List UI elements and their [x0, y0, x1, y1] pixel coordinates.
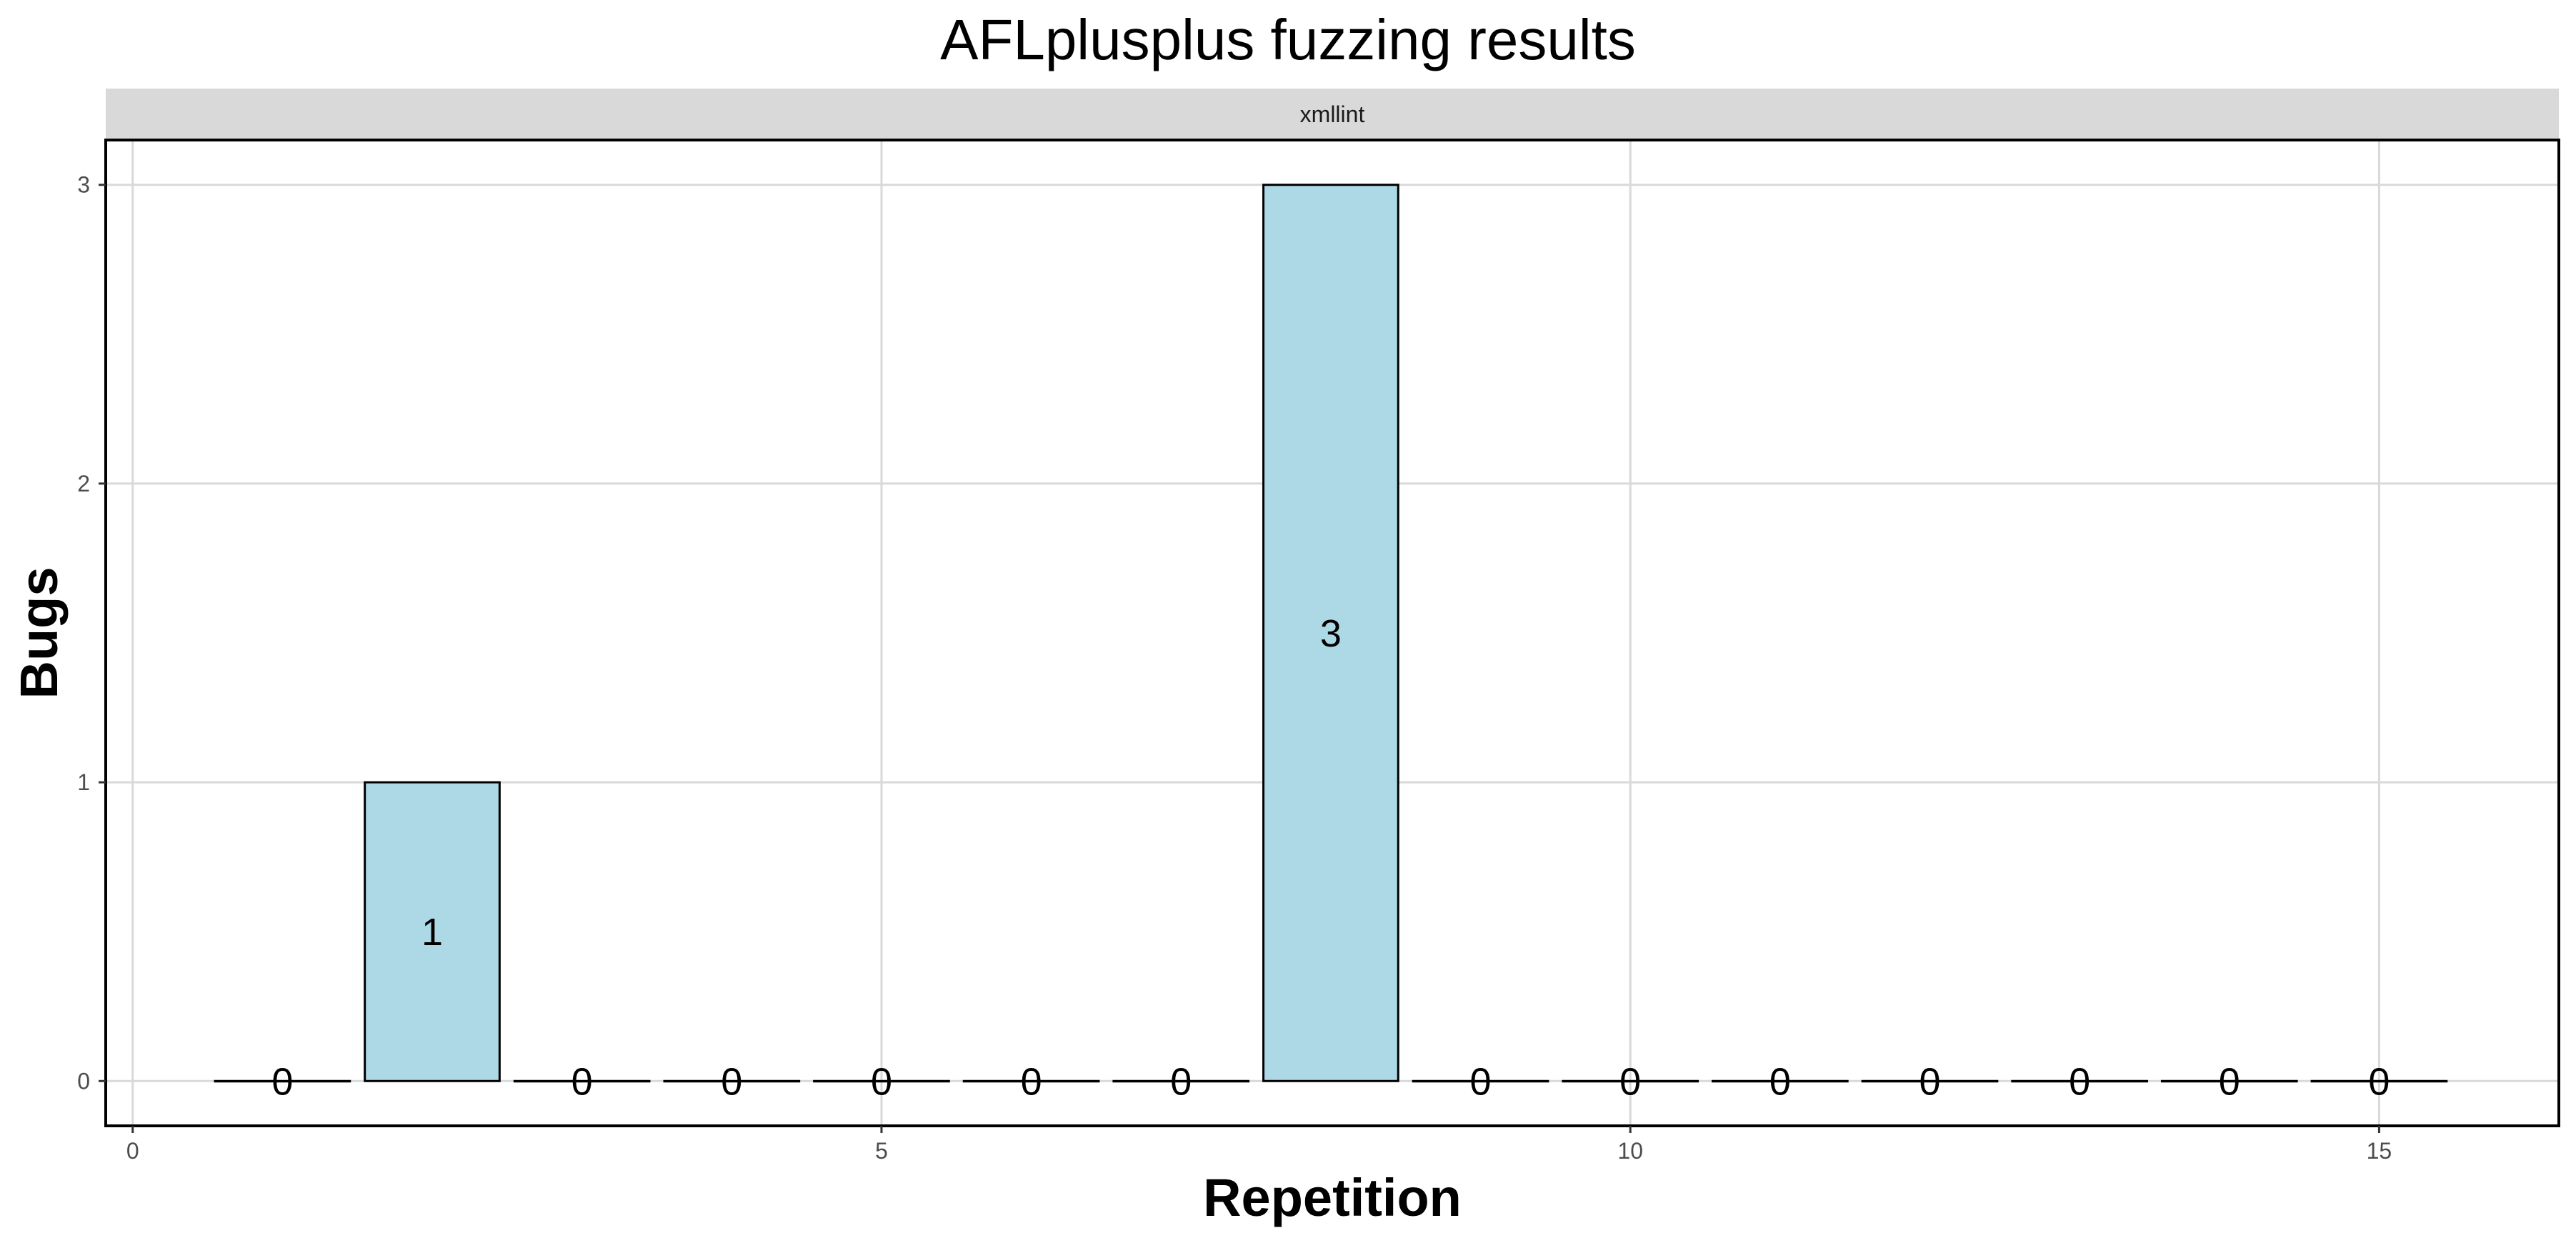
bar-value-label: 0 — [1170, 1060, 1192, 1103]
x-axis: 0 5 10 15 — [126, 1126, 2392, 1164]
bar — [1412, 1079, 1549, 1083]
bar-value-label: 0 — [1021, 1060, 1042, 1103]
bar-value-label: 0 — [721, 1060, 742, 1103]
bar — [513, 1079, 651, 1083]
x-tick-label: 10 — [1617, 1138, 1643, 1164]
bar-value-label: 0 — [871, 1060, 892, 1103]
data-labels: 0 1 0 0 0 0 0 3 0 0 0 0 0 0 0 — [271, 612, 2390, 1103]
y-axis: 0 1 2 3 — [77, 172, 106, 1094]
bars — [214, 184, 2448, 1083]
bar — [214, 1079, 351, 1083]
bar-value-label: 1 — [421, 911, 443, 954]
x-tick-label: 0 — [126, 1138, 139, 1164]
y-tick-label: 1 — [77, 769, 90, 795]
bar — [1112, 1079, 1250, 1083]
bar — [813, 1079, 950, 1083]
bar-value-label: 0 — [2219, 1060, 2240, 1103]
bar — [2011, 1079, 2148, 1083]
bar-value-label: 0 — [1470, 1060, 1492, 1103]
bar — [364, 781, 501, 1082]
bar — [2310, 1079, 2448, 1083]
bar-value-label: 0 — [1619, 1060, 1641, 1103]
bar — [1562, 1079, 1699, 1083]
x-tick-label: 5 — [875, 1138, 888, 1164]
bar-value-label: 0 — [271, 1060, 293, 1103]
bar — [962, 1079, 1100, 1083]
panel-border — [104, 139, 2560, 1127]
bar-value-label: 0 — [571, 1060, 593, 1103]
facet-strip-label: xmllint — [1300, 101, 1365, 127]
bar — [1861, 1079, 1999, 1083]
bar — [663, 1079, 801, 1083]
bar-value-label: 0 — [2368, 1060, 2390, 1103]
chart-title: AFLplusplus fuzzing results — [940, 8, 1636, 71]
bar-value-label: 0 — [1919, 1060, 1940, 1103]
bar-value-label: 3 — [1320, 612, 1342, 655]
bar — [1262, 184, 1399, 1082]
bar-value-label: 0 — [2069, 1060, 2090, 1103]
x-tick-label: 15 — [2367, 1138, 2392, 1164]
facet-strip — [106, 89, 2559, 140]
y-axis-title: Bugs — [9, 567, 69, 699]
x-axis-title: Repetition — [1203, 1168, 1462, 1227]
y-tick-label: 0 — [77, 1068, 90, 1094]
y-tick-label: 2 — [77, 471, 90, 496]
y-tick-label: 3 — [77, 172, 90, 198]
bar-value-label: 0 — [1769, 1060, 1791, 1103]
bar — [1712, 1079, 1849, 1083]
bar — [2160, 1079, 2298, 1083]
